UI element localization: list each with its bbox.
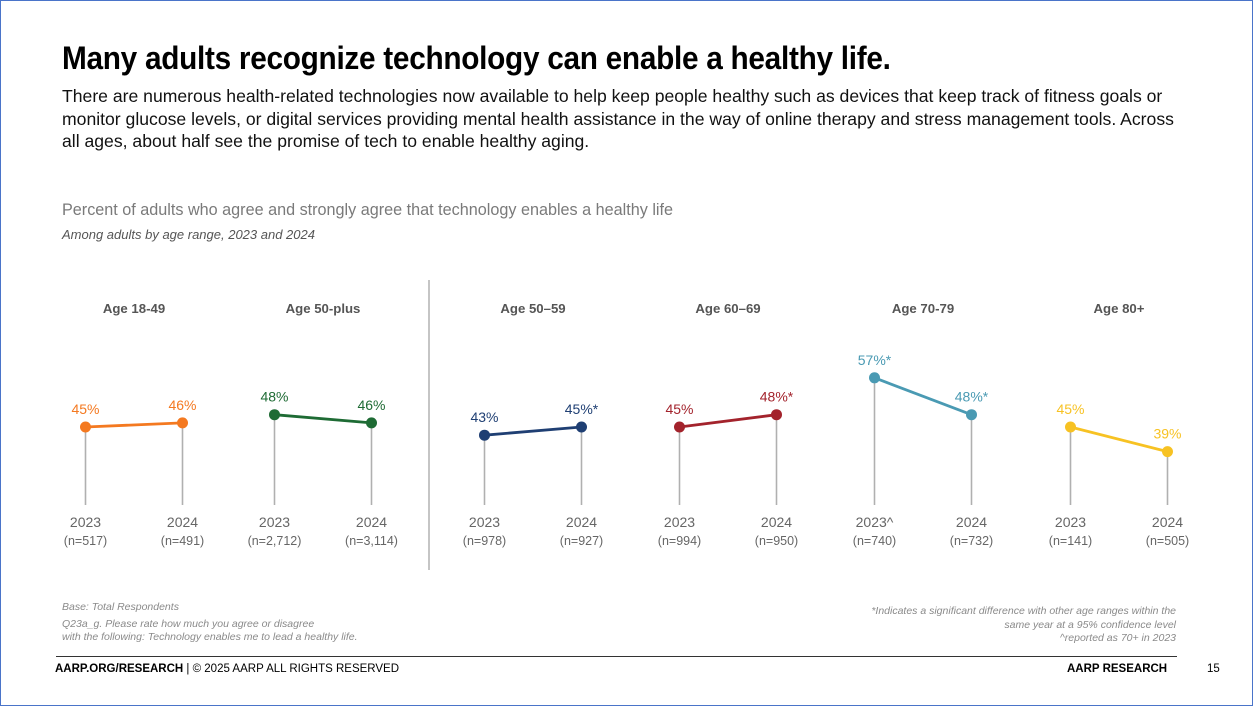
year-label: 2024 — [761, 514, 792, 530]
year-label: 2024 — [167, 514, 198, 530]
series-line — [484, 425, 582, 437]
footer-rule — [56, 656, 1177, 657]
panel-header: Age 50–59 — [500, 301, 565, 316]
year-label: 2023 — [469, 514, 500, 530]
data-point — [366, 417, 377, 429]
sample-size-label: (n=740) — [853, 534, 896, 548]
panel-header: Age 50-plus — [286, 301, 361, 316]
chart-subtitle: Among adults by age range, 2023 and 2024 — [62, 227, 315, 242]
base-note: Base: Total Respondents — [62, 601, 179, 613]
data-point — [1162, 446, 1173, 458]
intro-paragraph: There are numerous health-related techno… — [62, 86, 1174, 151]
footer-rights: | © 2025 AARP ALL RIGHTS RESERVED — [183, 663, 400, 675]
panel-header: Age 70-79 — [892, 301, 954, 316]
data-point — [479, 429, 490, 441]
series-line — [679, 413, 777, 429]
year-label: 2023 — [1055, 514, 1086, 530]
question-note-line1: Q23a_g. Please rate how much you agree o… — [62, 618, 315, 630]
panel-header: Age 60–69 — [695, 301, 760, 316]
sample-size-label: (n=994) — [658, 534, 701, 548]
year-label: 2023 — [70, 514, 101, 530]
chart-title: Percent of adults who agree and strongly… — [62, 201, 674, 219]
sample-size-label: (n=950) — [755, 534, 798, 548]
data-label: 46% — [357, 397, 385, 413]
year-label: 2023^ — [856, 514, 894, 530]
series-line — [274, 413, 372, 425]
data-label: 39% — [1153, 426, 1181, 442]
sample-size-label: (n=2,712) — [248, 534, 302, 548]
data-point — [674, 421, 685, 433]
panel-header: Age 80+ — [1094, 301, 1145, 316]
series-line — [85, 421, 183, 429]
sample-size-label: (n=505) — [1146, 534, 1189, 548]
page-number: 15 — [1207, 663, 1220, 675]
footer-brand: AARP RESEARCH — [1067, 663, 1168, 675]
data-label: 46% — [168, 397, 196, 413]
data-point — [269, 409, 280, 421]
footer-left: AARP.ORG/RESEARCH | © 2025 AARP ALL RIGH… — [55, 663, 399, 675]
data-label: 48% — [260, 389, 288, 405]
question-note: Q23a_g. Please rate how much you agree o… — [62, 618, 358, 644]
sample-size-label: (n=3,114) — [345, 534, 398, 548]
significance-note-line2: same year at a 95% confidence level — [1004, 618, 1176, 631]
data-label: 45% — [665, 401, 693, 417]
data-label: 45% — [71, 401, 99, 417]
data-point — [80, 421, 91, 433]
slope-chart: Age 18-49 45% 2023 (n=517) 46% 2024 (n=491) Age… — [64, 280, 1189, 570]
year-label: 2024 — [356, 514, 387, 530]
data-point — [177, 417, 188, 429]
sample-size-label: (n=927) — [560, 534, 603, 548]
sample-size-label: (n=141) — [1049, 534, 1092, 548]
data-point — [771, 409, 782, 421]
data-point — [576, 421, 587, 433]
data-label: 48%* — [760, 389, 794, 405]
footnotes-right: *Indicates a significant difference with… — [756, 605, 1176, 646]
footer-site-link[interactable]: AARP.ORG/RESEARCH — [55, 663, 184, 675]
data-label: 45%* — [565, 401, 599, 417]
year-label: 2024 — [956, 514, 987, 530]
series-line — [874, 376, 972, 417]
slide-title: Many adults recognize technology can ena… — [62, 40, 891, 76]
data-point — [869, 372, 880, 384]
year-label: 2023 — [259, 514, 290, 530]
footnotes-left: Base: Total Respondents Q23a_g. Please r… — [62, 601, 358, 644]
data-point — [966, 409, 977, 421]
significance-note-line1: *Indicates a significant difference with… — [871, 605, 1176, 617]
data-label: 45% — [1056, 401, 1084, 417]
data-label: 48%* — [955, 389, 989, 405]
sample-size-label: (n=732) — [950, 534, 993, 548]
panel-header: Age 18-49 — [103, 301, 165, 316]
series-line — [1070, 425, 1168, 453]
sample-size-label: (n=491) — [161, 534, 204, 548]
year-label: 2023 — [664, 514, 695, 530]
sample-size-label: (n=517) — [64, 534, 107, 548]
question-note-line2: with the following: Technology enables m… — [62, 631, 358, 643]
year-label: 2024 — [1152, 514, 1183, 530]
data-label: 57%* — [858, 352, 892, 368]
sample-size-label: (n=978) — [463, 534, 506, 548]
year-label: 2024 — [566, 514, 597, 530]
data-label: 43% — [470, 409, 498, 425]
data-point — [1065, 421, 1076, 433]
caret-note: ^reported as 70+ in 2023 — [1059, 632, 1176, 644]
